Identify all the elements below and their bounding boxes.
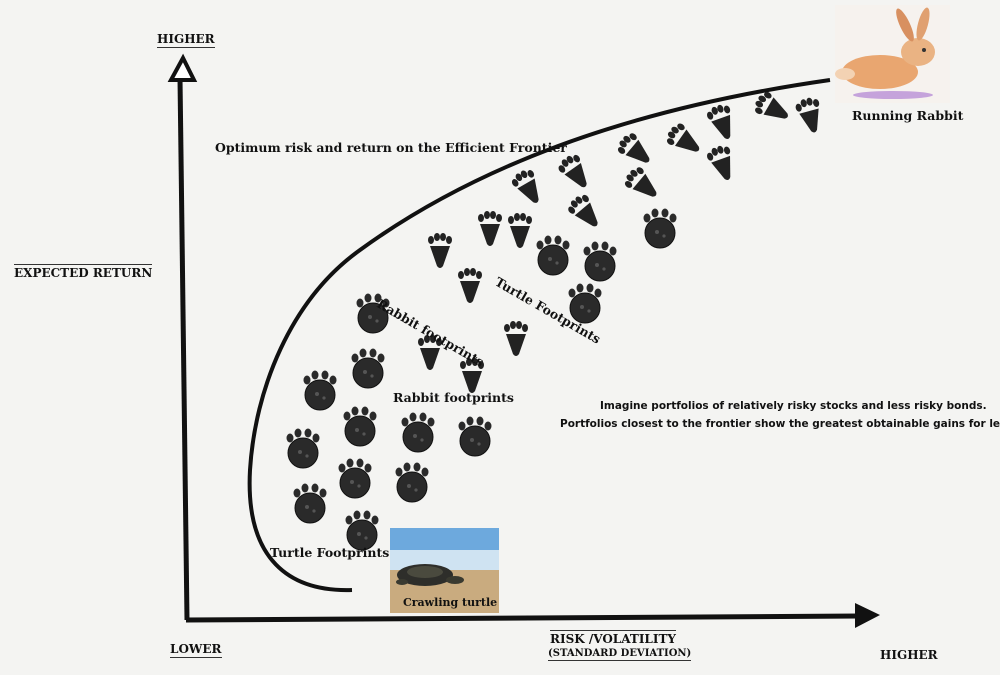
- rabbit-footprint-icon: [458, 268, 482, 303]
- turtle-footprint-icon: [286, 428, 320, 469]
- turtle-footprint-icon: [536, 235, 570, 276]
- turtle-footprint-icon: [303, 370, 337, 411]
- crawling-turtle-label: Crawling turtle: [403, 596, 498, 609]
- turtle-footprint-icon: [293, 483, 327, 524]
- turtle-footprint-icon: [343, 406, 377, 447]
- rabbit-photo: [835, 5, 950, 103]
- rabbit-footprints: [418, 89, 827, 393]
- turtle-footprint-icon: [395, 462, 429, 503]
- rabbit-footprint-icon: [564, 191, 606, 234]
- note-line-1: Imagine portfolios of relatively risky s…: [600, 400, 987, 412]
- origin-label: LOWER: [170, 642, 222, 658]
- efficient-frontier-annotation: Optimum risk and return on the Efficient…: [215, 140, 567, 155]
- turtle-footprint-icon: [643, 208, 677, 249]
- rabbit-footprint-icon: [751, 89, 794, 128]
- rabbit-footprint-icon: [504, 321, 528, 356]
- efficient-frontier-curve: [247, 78, 831, 593]
- rabbit-footprint-icon: [478, 211, 502, 246]
- turtle-footprint-icon: [338, 458, 372, 499]
- y-axis-label: EXPECTED RETURN: [14, 264, 153, 280]
- y-axis-arrowhead: [167, 53, 198, 82]
- note-line-2: Portfolios closest to the frontier show …: [560, 418, 1000, 430]
- x-axis-label: RISK /VOLATILITY: [550, 630, 676, 646]
- rabbit-footprint-icon: [428, 233, 452, 268]
- turtle-footprint-icon: [351, 348, 385, 389]
- rabbit-footprint-icon: [794, 95, 827, 136]
- rabbit-footprint-icon: [509, 166, 548, 209]
- turtle-footprints-label-lower: Turtle Footprints: [270, 545, 390, 560]
- rabbit-footprint-icon: [663, 120, 706, 161]
- running-rabbit-label: Running Rabbit: [852, 108, 964, 123]
- rabbit-footprint-icon: [704, 142, 740, 185]
- turtle-photo: [390, 528, 499, 613]
- x-axis-sublabel: (STANDARD DEVIATION): [548, 648, 692, 661]
- turtle-footprint-icon: [583, 241, 617, 282]
- rabbit-footprint-icon: [614, 129, 657, 171]
- turtle-footprint-icon: [458, 416, 492, 457]
- rabbit-footprint-icon: [621, 163, 664, 205]
- rabbit-footprint-icon: [508, 213, 532, 248]
- rabbit-footprint-icon: [704, 101, 740, 144]
- y-axis: [177, 77, 190, 621]
- rabbit-footprint-icon: [555, 151, 596, 194]
- y-axis-top-label: HIGHER: [157, 32, 215, 48]
- x-axis-right-label: HIGHER: [880, 648, 938, 662]
- x-axis: [185, 613, 861, 623]
- rabbit-footprints-label-lower: Rabbit footprints: [393, 390, 514, 405]
- turtle-footprint-icon: [401, 412, 435, 453]
- x-axis-arrowhead: [855, 603, 880, 628]
